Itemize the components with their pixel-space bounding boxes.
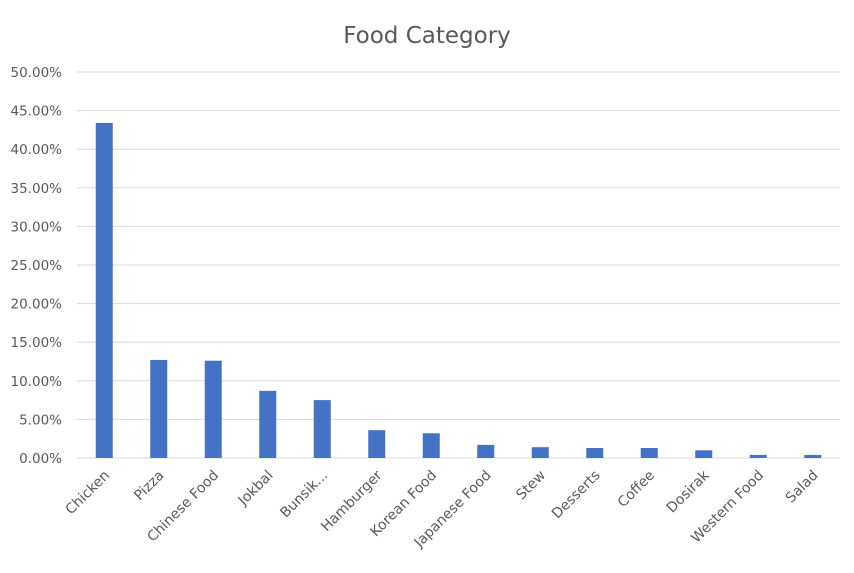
x-tick-label: Stew <box>513 468 549 504</box>
bar-chicken <box>95 122 113 459</box>
y-tick-label: 30.00% <box>11 219 63 235</box>
bar-desserts <box>586 447 604 458</box>
x-tick-label: Dosirak <box>664 467 713 516</box>
bar-salad <box>804 454 822 458</box>
x-tick-label: Chicken <box>63 468 113 518</box>
x-tick-label: Bunsik... <box>277 468 331 522</box>
x-tick-label: Jokbal <box>235 468 277 510</box>
bar-bunsik- <box>313 400 331 458</box>
y-tick-label: 15.00% <box>11 335 63 351</box>
bar-pizza <box>150 359 168 458</box>
x-tick-label: Salad <box>783 468 822 507</box>
y-tick-label: 25.00% <box>11 258 63 274</box>
x-tick-label: Pizza <box>131 468 167 504</box>
gridlines <box>77 71 840 459</box>
bar-chinese-food <box>204 360 222 458</box>
bar-dosirak <box>695 450 713 458</box>
y-tick-label: 40.00% <box>11 142 63 158</box>
y-axis-tick-labels: 0.00% 5.00% 10.00% 15.00% 20.00% 25.00% 30.00%… <box>11 65 63 467</box>
y-tick-label: 5.00% <box>19 412 62 428</box>
bar-jokbal <box>259 390 277 458</box>
bar-stew <box>531 447 549 458</box>
bar-coffee <box>640 447 658 458</box>
x-tick-label: Coffee <box>615 468 658 511</box>
y-tick-label: 45.00% <box>11 104 63 120</box>
x-tick-label: Desserts <box>549 468 604 523</box>
bar-korean-food <box>422 433 440 458</box>
y-tick-label: 20.00% <box>11 297 63 313</box>
chart-title: Food Category <box>343 23 511 49</box>
y-tick-label: 35.00% <box>11 181 63 197</box>
bar-western-food <box>749 454 767 458</box>
bar-japanese-food <box>477 444 495 458</box>
y-tick-label: 0.00% <box>19 451 62 467</box>
bars <box>95 122 822 459</box>
y-tick-label: 10.00% <box>11 374 63 390</box>
bar-hamburger <box>368 430 386 458</box>
y-tick-label: 50.00% <box>11 65 63 81</box>
